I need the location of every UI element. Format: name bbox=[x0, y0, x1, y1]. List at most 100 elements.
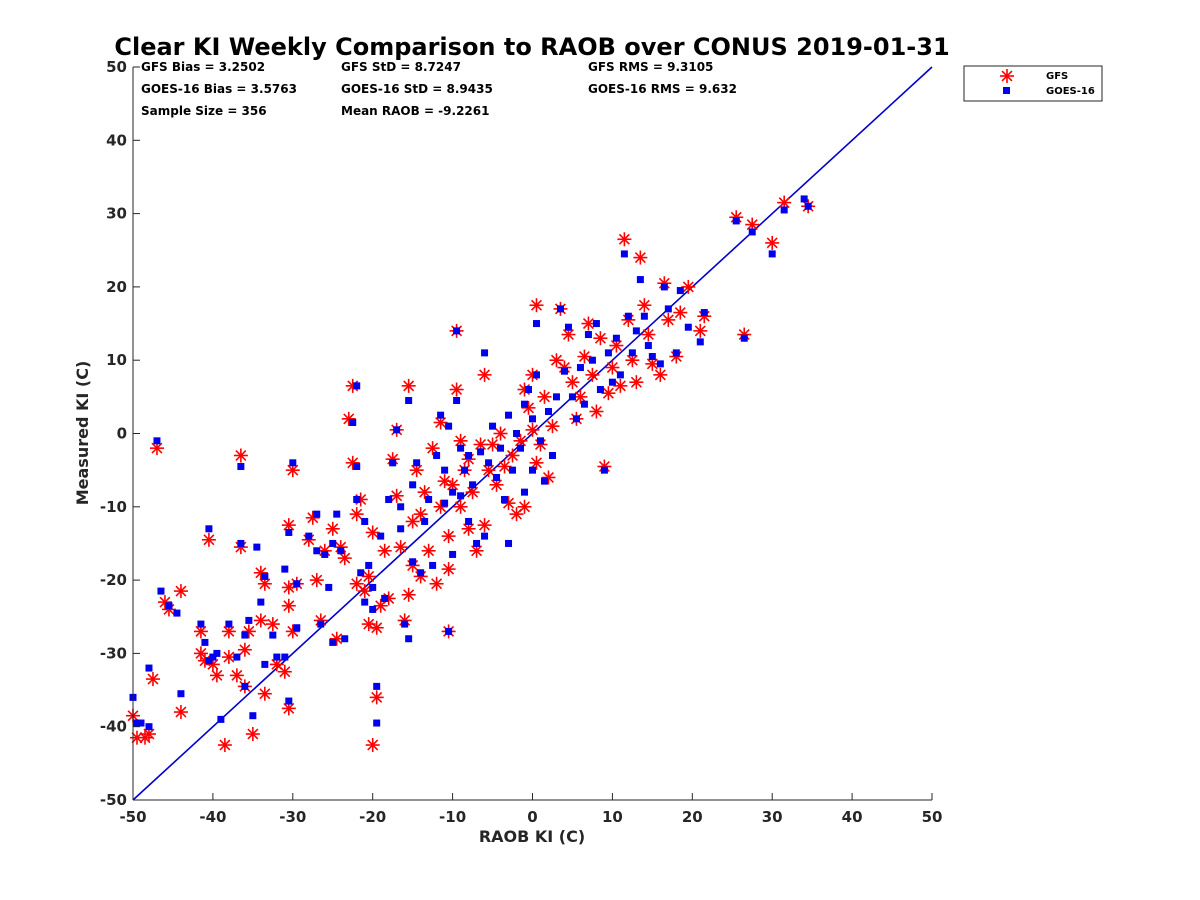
goes16-point bbox=[269, 631, 277, 639]
gfs-point bbox=[325, 521, 340, 536]
goes16-point bbox=[253, 543, 261, 551]
goes16-point bbox=[205, 657, 213, 665]
goes16-point bbox=[505, 539, 513, 547]
goes16-point bbox=[237, 539, 245, 547]
gfs-point bbox=[429, 576, 444, 591]
goes16-point bbox=[233, 653, 241, 661]
gfs-point bbox=[277, 664, 292, 679]
goes16-point bbox=[173, 609, 181, 617]
gfs-point bbox=[693, 323, 708, 338]
goes16-point bbox=[449, 488, 457, 496]
x-tick-label: 20 bbox=[682, 808, 703, 826]
gfs-point bbox=[517, 499, 532, 514]
goes16-point bbox=[457, 492, 465, 500]
goes16-point bbox=[329, 539, 337, 547]
goes16-point bbox=[389, 459, 397, 467]
goes16-point bbox=[469, 481, 477, 489]
stat-gfs-std: GFS StD = 8.7247 bbox=[341, 60, 461, 74]
goes16-point bbox=[588, 356, 596, 364]
legend-goes16-marker bbox=[1003, 87, 1010, 94]
goes16-point bbox=[437, 411, 445, 419]
goes16-point bbox=[441, 466, 449, 474]
legend: GFS GOES-16 bbox=[963, 65, 1103, 102]
gfs-point bbox=[421, 543, 436, 558]
goes16-point bbox=[209, 653, 217, 661]
goes16-point bbox=[397, 503, 405, 511]
goes16-point bbox=[249, 712, 257, 720]
legend-goes16-label: GOES-16 bbox=[1046, 86, 1095, 97]
gfs-point bbox=[653, 367, 668, 382]
y-tick-label: -50 bbox=[100, 791, 127, 809]
x-axis-ticks: -50 -40 -30 -20 -10 0 10 20 30 40 50 bbox=[119, 793, 942, 826]
gfs-point bbox=[617, 232, 632, 247]
gfs-point bbox=[193, 624, 208, 639]
goes16-point bbox=[544, 408, 552, 416]
goes16-point bbox=[285, 697, 293, 705]
gfs-point bbox=[309, 573, 324, 588]
goes16-point bbox=[732, 217, 740, 225]
goes16-point bbox=[353, 462, 361, 470]
gfs-point bbox=[477, 518, 492, 533]
stat-goes-rms: GOES-16 RMS = 9.632 bbox=[588, 82, 737, 96]
goes16-point bbox=[441, 499, 449, 507]
gfs-point bbox=[593, 331, 608, 346]
goes16-point bbox=[632, 327, 640, 335]
gfs-point bbox=[441, 562, 456, 577]
goes16-point bbox=[556, 305, 564, 313]
goes16-point bbox=[313, 547, 321, 555]
goes16-point bbox=[580, 400, 588, 408]
gfs-point bbox=[493, 426, 508, 441]
gfs-point bbox=[525, 422, 540, 437]
chart-title: Clear KI Weekly Comparison to RAOB over … bbox=[114, 33, 949, 61]
x-tick-label: 30 bbox=[762, 808, 783, 826]
goes16-point bbox=[397, 525, 405, 533]
x-tick-label: -20 bbox=[359, 808, 386, 826]
goes16-point bbox=[285, 528, 293, 536]
gfs-point bbox=[537, 389, 552, 404]
y-tick-label: 30 bbox=[106, 205, 127, 223]
goes16-point bbox=[317, 620, 325, 628]
gfs-point bbox=[513, 433, 528, 448]
gfs-point bbox=[209, 668, 224, 683]
goes16-point bbox=[401, 620, 409, 628]
goes16-point bbox=[604, 349, 612, 357]
gfs-point bbox=[369, 690, 384, 705]
gfs-point bbox=[157, 595, 172, 610]
goes16-point bbox=[337, 547, 345, 555]
gfs-point bbox=[461, 521, 476, 536]
gfs-point bbox=[529, 455, 544, 470]
gfs-point bbox=[613, 378, 628, 393]
goes16-point bbox=[740, 334, 748, 342]
goes16-point bbox=[497, 444, 505, 452]
gfs-point bbox=[229, 668, 244, 683]
gfs-point bbox=[477, 367, 492, 382]
y-tick-label: -30 bbox=[100, 644, 127, 662]
gfs-point bbox=[565, 375, 580, 390]
goes16-point bbox=[473, 539, 481, 547]
goes16-point bbox=[644, 342, 652, 350]
gfs-point bbox=[349, 507, 364, 522]
goes16-point bbox=[768, 250, 776, 258]
legend-box bbox=[963, 65, 1103, 102]
gfs-point bbox=[449, 382, 464, 397]
goes16-point bbox=[289, 459, 297, 467]
stat-mean-raob: Mean RAOB = -9.2261 bbox=[341, 104, 489, 118]
gfs-point bbox=[201, 532, 216, 547]
gfs-point bbox=[589, 404, 604, 419]
goes16-point bbox=[197, 620, 205, 628]
y-tick-label: 50 bbox=[106, 58, 127, 76]
goes16-point bbox=[656, 360, 664, 368]
goes16-point bbox=[477, 448, 485, 456]
goes16-point bbox=[237, 462, 245, 470]
goes16-point bbox=[592, 320, 600, 328]
goes16-point bbox=[457, 444, 465, 452]
gfs-point bbox=[413, 507, 428, 522]
goes16-point bbox=[529, 415, 536, 423]
goes16-point bbox=[145, 664, 153, 672]
goes16-point bbox=[361, 598, 369, 606]
goes16-point bbox=[321, 550, 329, 558]
goes16-point bbox=[600, 466, 608, 474]
gfs-point bbox=[433, 499, 448, 514]
goes16-point bbox=[157, 587, 165, 595]
gfs-point bbox=[585, 367, 600, 382]
